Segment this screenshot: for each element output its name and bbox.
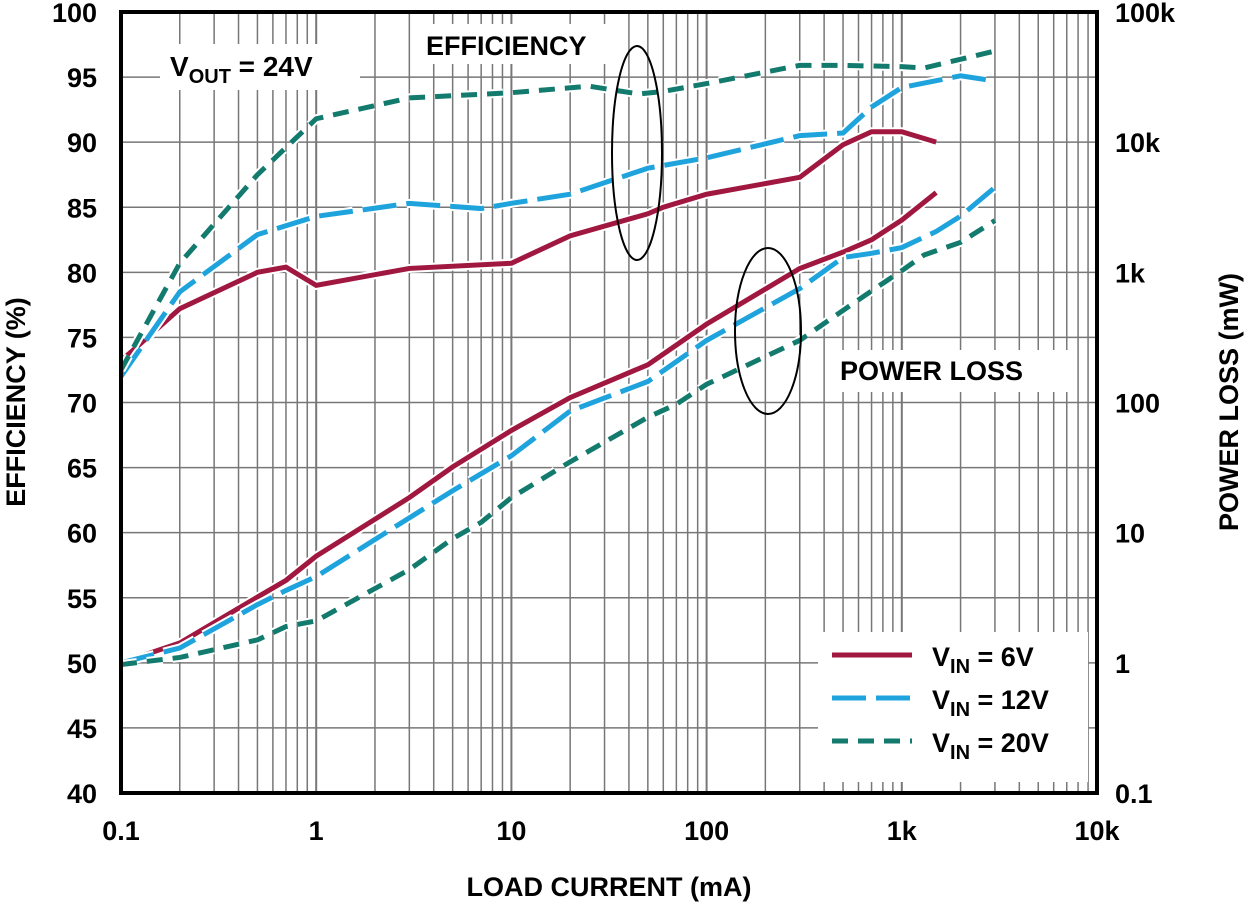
y-tick-label: 65 — [67, 454, 97, 484]
x-tick-label: 10 — [496, 816, 526, 846]
legend-label-3: VIN = 20V — [932, 728, 1049, 764]
x-tick-label: 100 — [684, 816, 729, 846]
power-loss-annotation: POWER LOSS — [832, 350, 1068, 392]
series-2-power-loss-outline — [119, 183, 998, 668]
svg-text:POWER LOSS: POWER LOSS — [840, 356, 1023, 386]
y2-tick-label: 100 — [1115, 389, 1160, 419]
series-lines — [117, 46, 998, 670]
series-2-efficiency-line — [118, 73, 996, 378]
y-tick-label: 85 — [67, 193, 97, 223]
series-3-power-loss-line — [120, 218, 997, 668]
y2-tick-label: 0.1 — [1115, 779, 1153, 809]
y2-axis-label: POWER LOSS (mW) — [1214, 273, 1244, 531]
x-tick-label: 10k — [1074, 816, 1120, 846]
y-tick-label: 70 — [67, 389, 97, 419]
legend: VIN = 6V VIN = 12V VIN = 20V — [818, 632, 1088, 782]
y2-tick-label: 100k — [1115, 0, 1176, 28]
series-3-efficiency-line — [118, 48, 996, 372]
x-axis-label: LOAD CURRENT (mA) — [467, 872, 752, 902]
y-tick-label: 95 — [67, 63, 97, 93]
series-2-efficiency-outline — [117, 71, 996, 380]
x-tick-label: 1k — [887, 816, 918, 846]
series-2-power-loss-line — [120, 185, 997, 666]
y-tick-label: 45 — [67, 714, 97, 744]
legend-label-1: VIN = 6V — [932, 642, 1034, 678]
x-tick-label: 1 — [309, 816, 324, 846]
y-tick-label: 80 — [67, 258, 97, 288]
y2-tick-label: 10 — [1115, 519, 1145, 549]
y-tick-label: 55 — [67, 584, 97, 614]
y-tick-label: 75 — [67, 323, 97, 353]
series-1-power-loss-line — [120, 190, 938, 666]
y2-tick-label: 1k — [1115, 258, 1146, 288]
legend-label-2: VIN = 12V — [932, 685, 1049, 721]
series-1-efficiency-line — [119, 129, 937, 363]
y2-tick-label: 10k — [1115, 128, 1161, 158]
y-tick-label: 40 — [67, 779, 97, 809]
y-axis-label: EFFICIENCY (%) — [1, 297, 31, 507]
x-tick-label: 0.1 — [102, 816, 140, 846]
y-tick-label: 90 — [67, 128, 97, 158]
y2-tick-label: 1 — [1115, 649, 1130, 679]
y-tick-label: 100 — [52, 0, 97, 28]
svg-text:VOUT = 24V: VOUT = 24V — [170, 51, 313, 88]
series-3-efficiency-outline — [117, 46, 996, 373]
efficiency-group-ellipse — [611, 45, 663, 261]
efficiency-annotation: EFFICIENCY — [420, 24, 620, 64]
y-tick-label: 50 — [67, 649, 97, 679]
y-tick-label: 60 — [67, 519, 97, 549]
plot-frame — [119, 10, 1099, 795]
svg-text:EFFICIENCY: EFFICIENCY — [426, 31, 587, 61]
vout-annotation: VOUT = 24V — [160, 44, 360, 90]
power-loss-group-ellipse — [734, 247, 802, 415]
tick-labels: 0.1 1 10 100 1k 10k40455055606570758085909510… — [52, 0, 1176, 846]
